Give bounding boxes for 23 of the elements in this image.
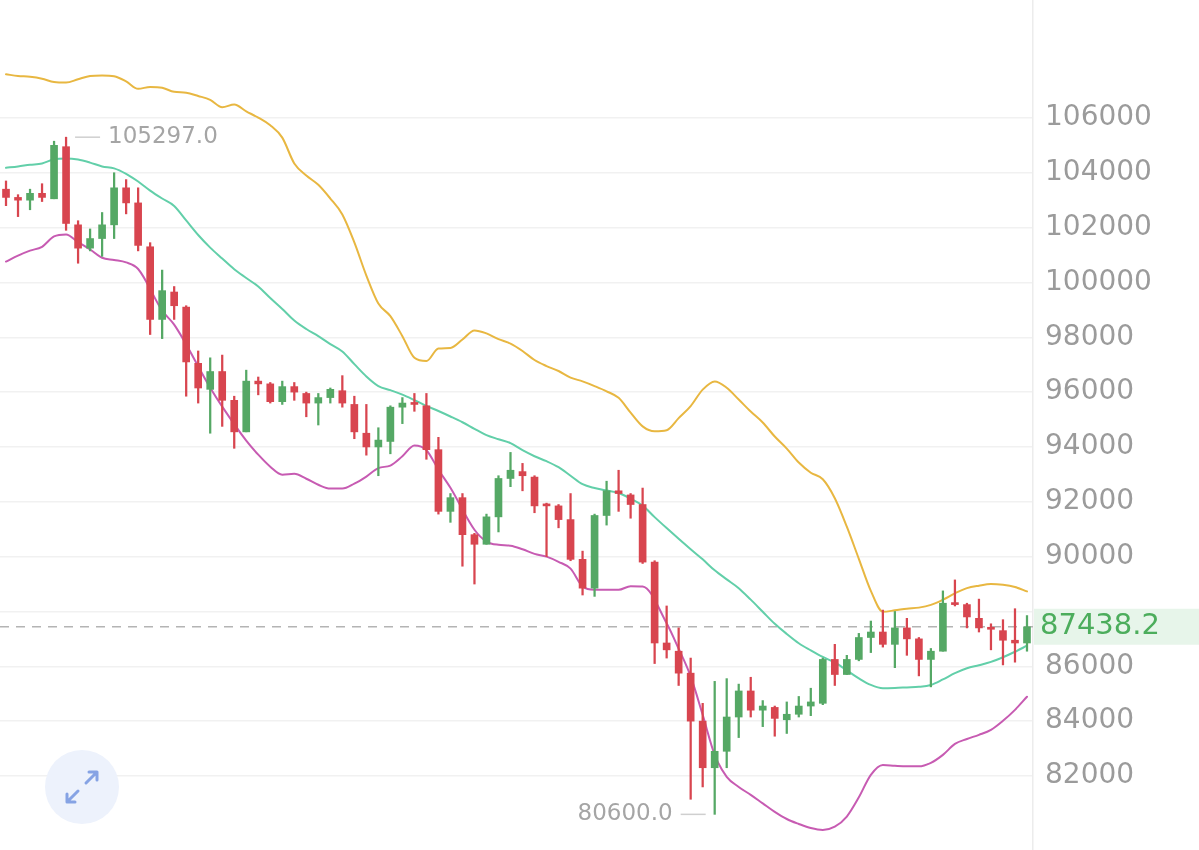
y-tick-label: 86000 (1045, 647, 1135, 681)
candlestick (470, 532, 479, 585)
candlestick (410, 393, 419, 412)
y-tick-label: 106000 (1045, 99, 1152, 133)
y-tick-label: 100000 (1045, 263, 1152, 297)
y-tick-label: 92000 (1045, 483, 1135, 517)
annotation: 80600.0 (577, 799, 673, 826)
y-tick-label: 90000 (1045, 537, 1135, 571)
candlestick (518, 463, 527, 492)
y-tick-label: 84000 (1045, 702, 1135, 736)
annotation: 105297.0 (108, 122, 218, 149)
y-tick-label: 96000 (1045, 373, 1135, 407)
candlestick (614, 469, 623, 512)
candlestick (506, 452, 515, 488)
candlestick (398, 397, 407, 424)
y-tick-label: 82000 (1045, 757, 1135, 791)
y-tick-label: 102000 (1045, 208, 1152, 242)
y-tick-label: 94000 (1045, 428, 1135, 462)
line-series (5, 73, 1028, 613)
y-tick-label: 98000 (1045, 318, 1135, 352)
y-tick-label: 104000 (1045, 154, 1152, 188)
ref-line-label: 87438.2 (1040, 607, 1160, 642)
line-series (5, 233, 1028, 831)
